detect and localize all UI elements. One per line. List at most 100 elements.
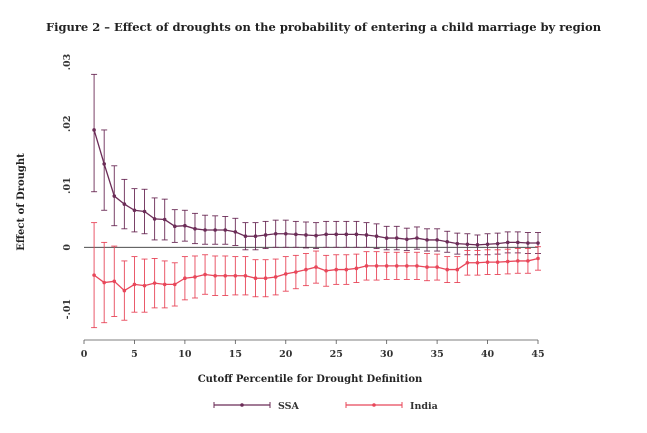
y-tick-label: .01 xyxy=(62,177,73,194)
data-point-ssa xyxy=(485,242,490,247)
x-tick-label: 25 xyxy=(330,349,343,360)
data-point-ssa xyxy=(294,232,298,237)
legend-label-india: India xyxy=(410,401,438,412)
data-point-ssa xyxy=(223,228,228,232)
data-point-ssa xyxy=(173,224,177,229)
data-point-ssa xyxy=(152,217,157,221)
data-point-india xyxy=(334,267,339,272)
x-tick-label: 35 xyxy=(430,349,443,360)
data-point-india xyxy=(142,283,147,288)
data-point-ssa xyxy=(384,236,389,240)
data-point-india xyxy=(415,264,419,268)
legend-label-ssa: SSA xyxy=(278,401,300,412)
data-point-ssa xyxy=(304,233,308,237)
data-point-ssa xyxy=(273,231,278,236)
data-point-ssa xyxy=(445,239,450,244)
legend-marker-india xyxy=(372,403,376,407)
y-tick-label: .02 xyxy=(62,116,73,133)
data-point-ssa xyxy=(243,234,248,239)
data-point-ssa xyxy=(364,233,369,237)
data-point-india xyxy=(294,270,298,274)
data-point-india xyxy=(526,259,530,263)
data-point-india xyxy=(233,273,238,278)
data-point-ssa xyxy=(405,237,409,242)
data-point-ssa xyxy=(132,208,137,213)
x-tick-label: 30 xyxy=(380,349,394,360)
data-point-ssa xyxy=(415,236,419,240)
data-point-india xyxy=(405,264,409,268)
data-point-india xyxy=(485,260,490,264)
data-point-india xyxy=(92,273,96,277)
data-point-india xyxy=(253,276,258,281)
data-point-india xyxy=(243,273,248,278)
data-point-ssa xyxy=(324,232,328,237)
legend: SSA India xyxy=(213,401,438,412)
data-point-ssa xyxy=(354,232,359,237)
data-point-ssa xyxy=(162,217,167,222)
y-tick-label: 0 xyxy=(62,244,73,251)
x-tick-label: 40 xyxy=(481,349,495,360)
data-point-india xyxy=(354,266,359,271)
data-point-india xyxy=(304,267,308,272)
x-tick-label: 45 xyxy=(531,349,544,360)
data-point-india xyxy=(203,272,207,277)
data-point-india xyxy=(173,282,177,287)
data-point-india xyxy=(314,265,318,269)
data-point-india xyxy=(364,264,369,268)
data-point-india xyxy=(455,267,460,272)
data-point-ssa xyxy=(516,240,520,245)
data-point-india xyxy=(112,279,117,284)
data-point-ssa xyxy=(203,228,207,232)
data-point-ssa xyxy=(314,233,318,238)
data-point-india xyxy=(536,256,540,261)
data-point-india xyxy=(193,275,197,279)
data-point-india xyxy=(102,280,106,285)
data-point-india xyxy=(273,275,278,279)
data-point-ssa xyxy=(233,230,238,234)
data-point-ssa xyxy=(455,241,460,246)
data-point-ssa xyxy=(213,228,217,232)
data-point-ssa xyxy=(253,234,258,239)
data-point-ssa xyxy=(344,232,349,237)
error-bars xyxy=(91,73,541,329)
data-point-ssa xyxy=(112,194,117,198)
data-point-india xyxy=(183,276,187,281)
data-point-ssa xyxy=(334,232,339,237)
chart-title: Figure 2 – Effect of droughts on the pro… xyxy=(45,20,602,34)
data-point-ssa xyxy=(425,238,429,242)
data-point-india xyxy=(445,267,450,272)
data-point-india xyxy=(505,259,510,264)
data-point-ssa xyxy=(505,240,510,245)
data-point-india xyxy=(516,259,520,263)
legend-marker-ssa xyxy=(240,403,244,407)
data-point-india xyxy=(283,272,288,276)
data-point-india xyxy=(152,281,157,285)
y-tick-label: .03 xyxy=(62,54,73,71)
x-tick-label: 20 xyxy=(279,349,293,360)
data-point-ssa xyxy=(394,236,399,240)
data-point-india xyxy=(122,288,127,293)
data-point-india xyxy=(475,260,480,265)
data-point-ssa xyxy=(102,162,106,166)
data-point-india xyxy=(213,273,217,278)
series-lines xyxy=(92,128,540,293)
data-point-india xyxy=(263,276,268,281)
axes-layer: 0 5 10 15 20 25 30 35 40 45 -.01 0 .01 .02 .03 xyxy=(62,54,545,360)
data-point-india xyxy=(162,282,167,287)
x-tick-label: 0 xyxy=(81,349,88,360)
data-point-india xyxy=(324,269,328,273)
data-point-ssa xyxy=(475,243,480,247)
data-point-india xyxy=(384,264,389,268)
data-point-india xyxy=(394,264,399,268)
x-axis-title: Cutoff Percentile for Drought Definition xyxy=(198,374,423,385)
data-point-ssa xyxy=(536,241,540,245)
data-point-ssa xyxy=(183,223,187,228)
x-tick-label: 10 xyxy=(178,349,192,360)
y-tick-label: -.01 xyxy=(62,299,73,319)
data-point-ssa xyxy=(122,202,127,206)
data-point-india xyxy=(435,265,439,269)
x-tick-label: 5 xyxy=(131,349,138,360)
data-point-ssa xyxy=(92,128,96,132)
data-point-ssa xyxy=(435,238,439,242)
